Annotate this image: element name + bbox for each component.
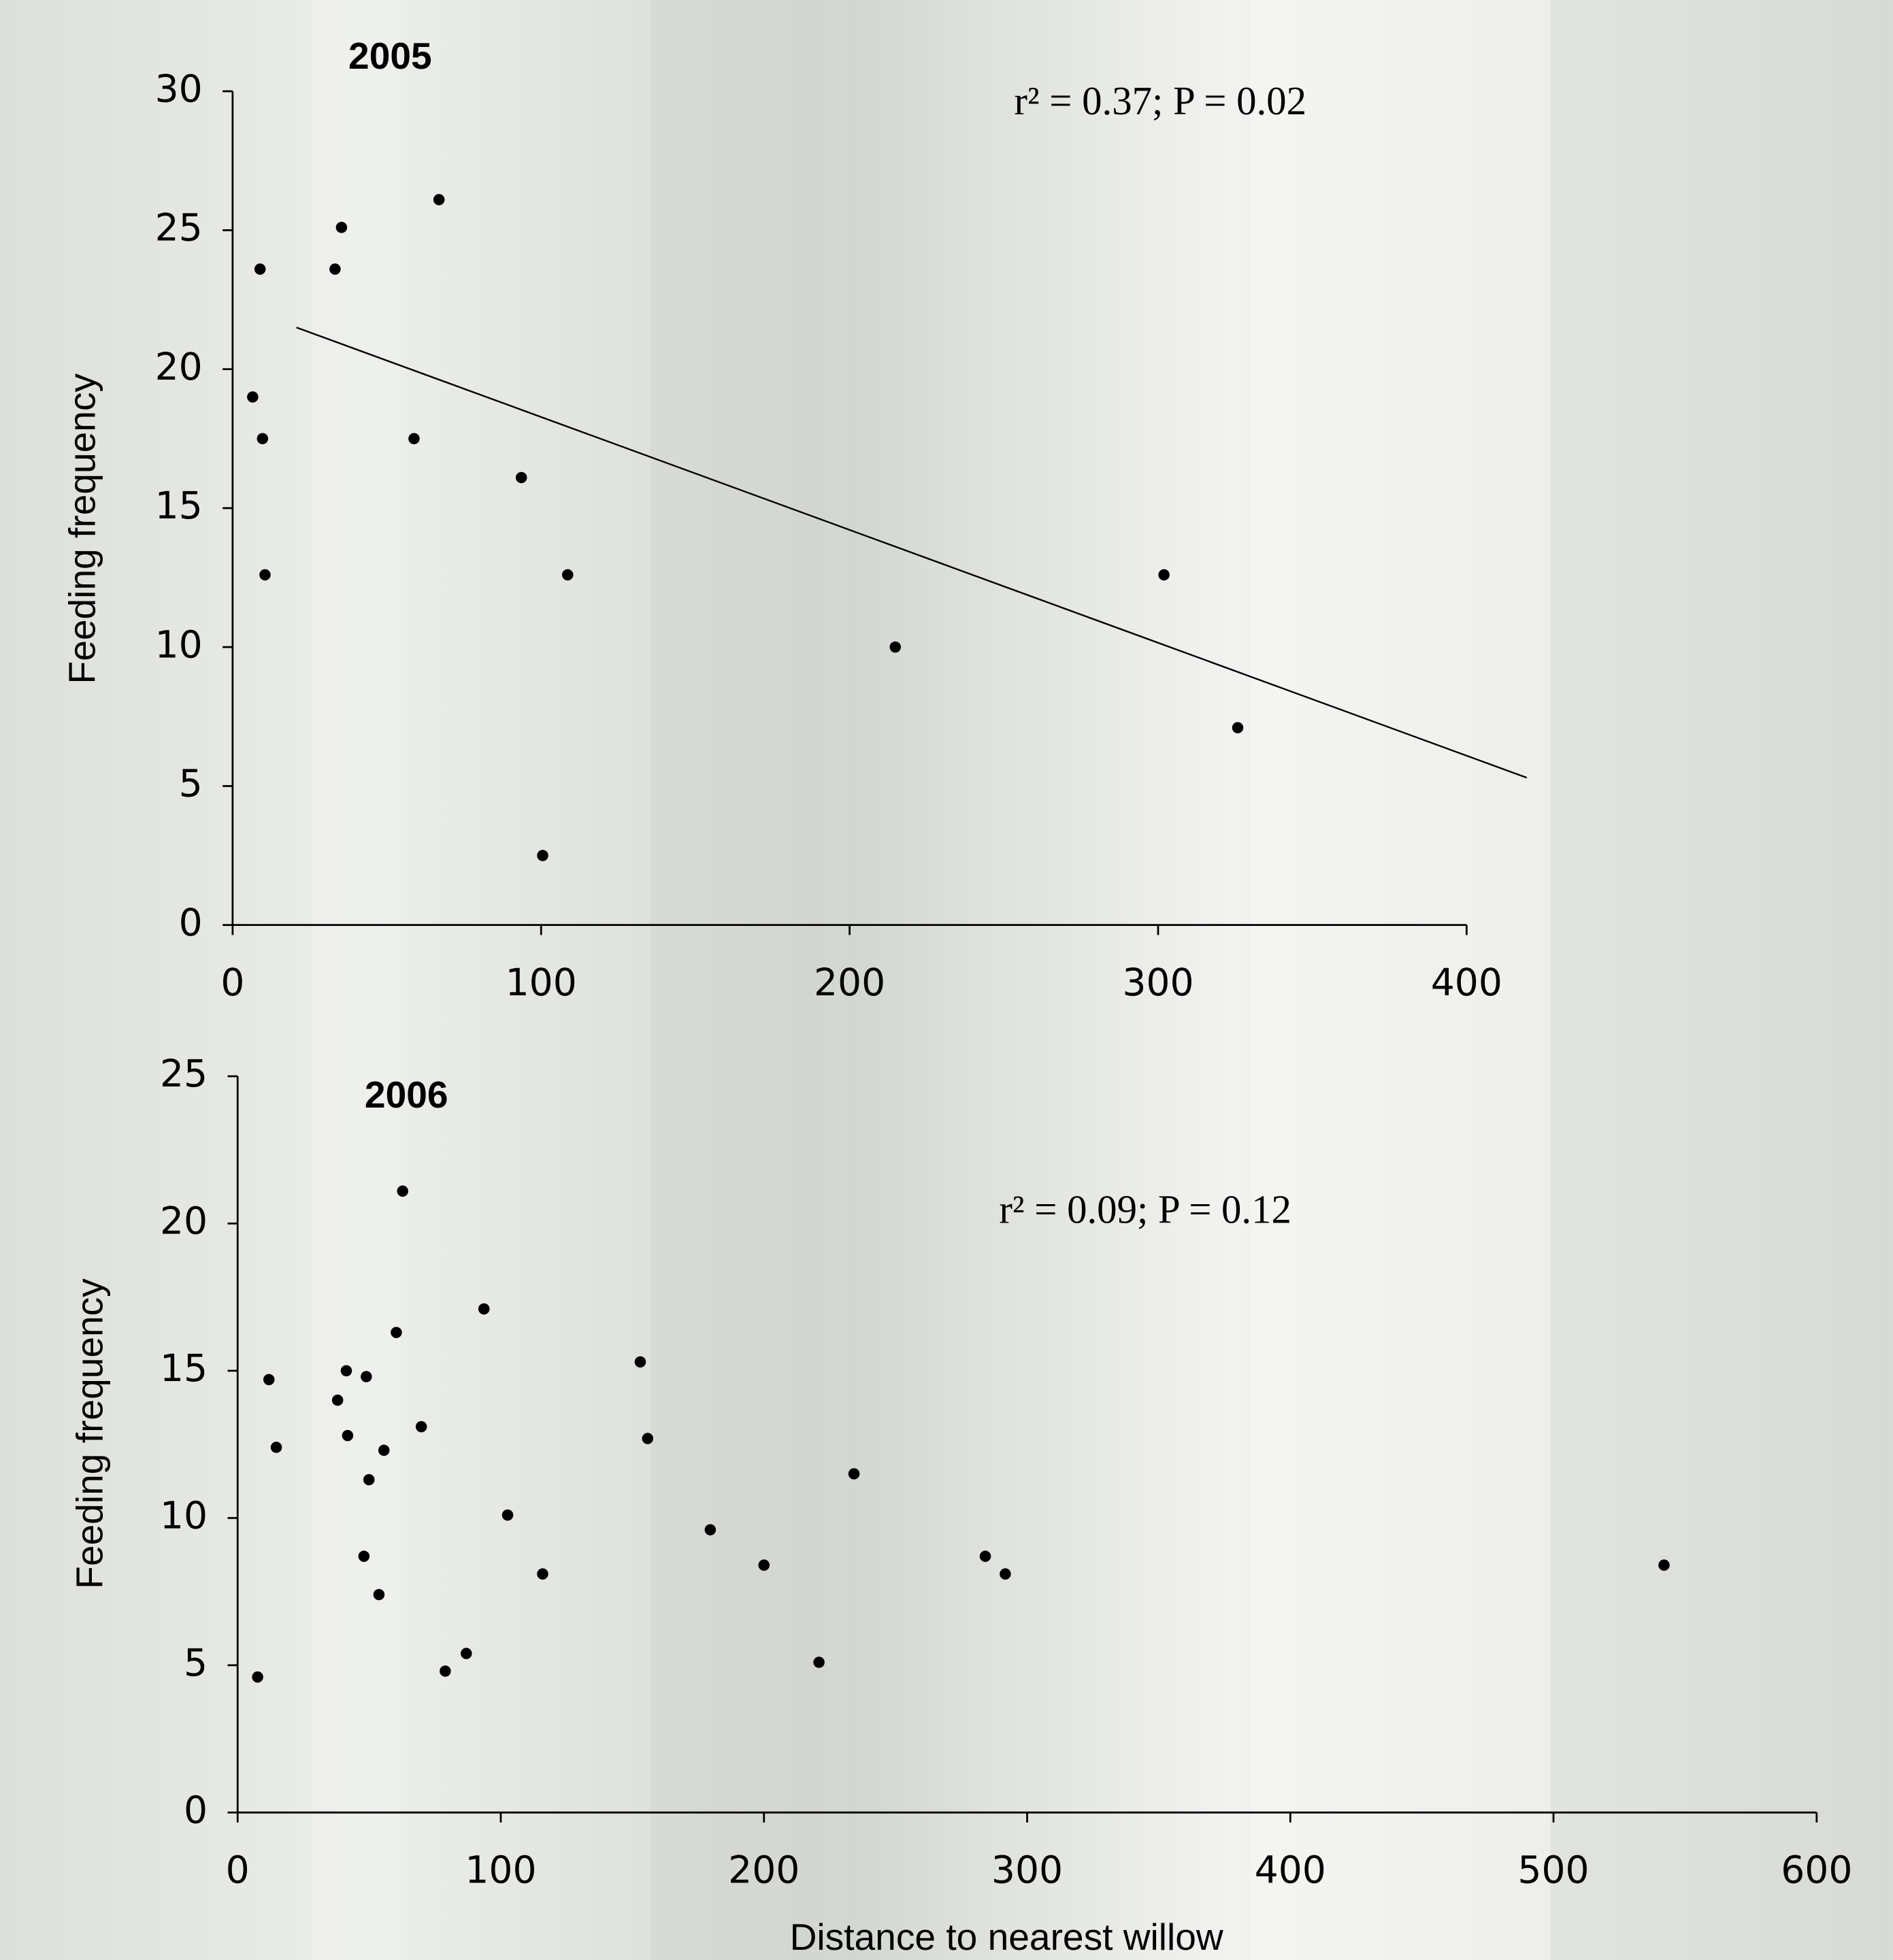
y-tick-label: 20 [160,1199,208,1243]
y-tick-label: 5 [184,1641,208,1684]
point [635,1357,646,1368]
y-tick-label: 15 [160,1346,208,1390]
y-tick-label: 0 [184,1788,208,1831]
x-tick-label: 500 [1517,1848,1589,1892]
x-axis-label: Distance to nearest willow [790,1916,1223,1958]
point [1232,722,1244,733]
point [562,569,574,581]
point [813,1657,825,1668]
y-tick-label: 25 [155,206,203,250]
figure: 05101520253001002003004002005r² = 0.37; … [0,0,1893,1960]
point [433,194,445,205]
point [391,1327,402,1338]
point [705,1524,717,1535]
point [416,1421,427,1433]
point [1158,569,1170,581]
point [329,263,341,275]
annotation: r² = 0.37; P = 0.02 [1014,79,1306,123]
point [440,1665,451,1677]
x-tick-label: 200 [728,1848,800,1892]
point [374,1589,385,1601]
point [361,1371,372,1382]
x-tick-label: 0 [220,961,244,1004]
x-tick-label: 100 [506,961,577,1004]
point [408,433,420,444]
background-stripe [651,0,825,1960]
point [758,1559,770,1571]
point [341,1365,352,1377]
point [516,472,527,484]
point [254,263,266,275]
point [397,1186,408,1197]
y-tick-label: 20 [155,345,203,388]
point [1000,1568,1011,1580]
y-axis-label: Feeding frequency [61,373,103,684]
point [257,433,269,444]
chart-title: 2005 [348,35,432,77]
point [247,391,259,403]
point [980,1550,991,1562]
x-tick-label: 400 [1255,1848,1326,1892]
point [889,642,901,653]
point [259,569,271,581]
point [478,1303,490,1315]
point [378,1444,390,1456]
point [332,1395,344,1406]
point [342,1430,354,1442]
point [336,222,348,233]
y-tick-label: 30 [155,67,203,110]
x-tick-label: 600 [1781,1848,1852,1892]
annotation: r² = 0.09; P = 0.12 [999,1188,1291,1232]
point [537,1568,548,1580]
y-tick-label: 0 [179,901,203,944]
y-tick-label: 15 [155,484,203,527]
chart-title: 2006 [365,1074,448,1116]
x-tick-label: 400 [1431,961,1502,1004]
y-tick-label: 25 [160,1052,208,1095]
x-tick-label: 200 [814,961,885,1004]
y-tick-label: 10 [160,1493,208,1537]
point [849,1468,860,1480]
point [502,1510,514,1521]
page: {"chart_data": [ {"type": "scatter", "ti… [0,0,1893,1960]
y-tick-label: 10 [155,622,203,666]
y-axis-label: Feeding frequency [69,1278,111,1589]
y-tick-label: 5 [179,762,203,805]
background-stripe [1250,0,1550,1960]
point [1658,1559,1670,1571]
point [537,850,548,861]
x-tick-label: 0 [226,1848,250,1892]
x-tick-label: 100 [465,1848,536,1892]
background [0,0,1893,1960]
point [461,1648,472,1659]
point [359,1550,370,1562]
x-tick-label: 300 [991,1848,1063,1892]
background-stripe [312,0,400,1960]
point [252,1672,263,1683]
point [271,1442,282,1453]
point [363,1474,375,1486]
point [263,1374,275,1386]
point [642,1433,654,1444]
x-tick-label: 300 [1122,961,1194,1004]
